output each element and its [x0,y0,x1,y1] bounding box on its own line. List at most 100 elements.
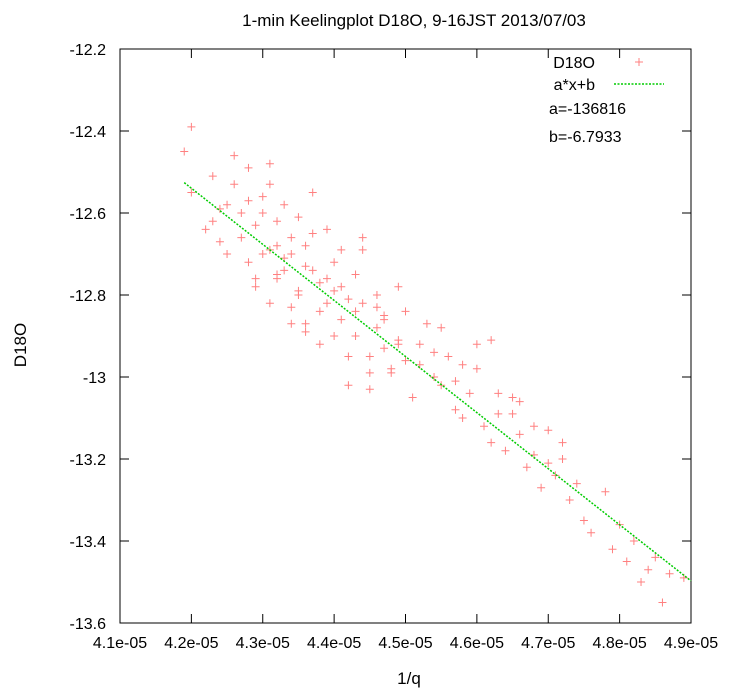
legend-label-d18o: D18O [553,55,595,72]
data-point [494,389,503,398]
data-point [544,426,553,435]
data-point [651,553,660,562]
y-tick-label: -12.8 [70,288,107,305]
data-point [287,303,296,312]
data-point [308,266,317,275]
data-point [487,336,496,345]
data-point [365,352,374,361]
data-point [358,299,367,308]
data-point [251,282,260,291]
data-point [215,237,224,246]
data-point [258,250,267,258]
x-tick-label: 4.9e-05 [664,635,718,652]
data-point [244,196,253,205]
data-point [629,537,638,545]
data-point [558,438,567,447]
data-point [258,209,267,217]
data-point [294,213,303,222]
data-point [430,348,439,357]
data-point [330,258,339,267]
data-point [665,569,674,578]
data-point [265,180,274,189]
data-point [465,389,474,398]
data-point [273,241,282,250]
data-point [451,377,460,386]
y-axis-label: D18O [11,323,30,367]
data-point [330,332,339,340]
fit-line-group [183,182,692,582]
data-point [251,221,260,230]
data-point [372,323,381,332]
data-point [365,385,374,394]
data-point [337,315,346,324]
y-tick-label: -13 [83,370,106,387]
legend-marker-plus [635,58,643,66]
data-point [451,405,460,414]
data-point [380,344,389,353]
data-point [544,459,553,468]
data-point [515,397,524,406]
data-point [301,241,310,250]
data-point [330,286,339,295]
data-point [394,282,403,291]
data-point [622,557,631,566]
data-point [458,360,467,369]
data-point [301,262,310,271]
x-tick-label: 4.3e-05 [236,635,290,652]
data-point [237,233,246,242]
data-point [401,356,410,365]
data-point [322,299,331,308]
data-point [608,545,617,554]
data-point [572,479,581,488]
data-point [223,250,232,258]
fit-line [183,182,692,582]
data-point [230,180,239,189]
data-point [187,122,196,131]
data-point [351,332,360,340]
data-point [472,340,481,349]
annotation-intercept: b=-6.7933 [549,129,622,146]
data-point [387,368,396,377]
data-point [637,578,646,586]
data-point [322,225,331,234]
data-point [430,373,439,381]
data-point [558,455,567,463]
data-point [280,200,289,209]
x-axis-ticks: 4.1e-05 4.2e-05 4.3e-05 4.4e-05 4.5e-05 4.6e-… [93,49,718,652]
y-tick-label: -12.2 [70,42,107,59]
data-point [265,299,274,308]
data-point [244,258,253,267]
data-point [515,430,524,439]
data-point [294,291,303,299]
x-tick-label: 4.7e-05 [521,635,575,652]
data-point [315,340,324,349]
data-point [273,274,282,283]
data-point [315,278,324,287]
data-point [358,245,367,254]
data-point [287,319,296,328]
y-tick-label: -13.2 [70,452,107,469]
data-point [308,229,317,238]
annotation-slope: a=-136816 [549,101,626,118]
data-point [537,483,546,492]
data-point [287,233,296,242]
y-tick-label: -13.6 [70,616,107,633]
data-point [494,409,503,418]
scatter-points-d18o [180,122,688,607]
data-point [422,319,431,328]
data-point [301,327,310,336]
x-axis-label: 1/q [397,669,421,688]
data-point [223,200,232,209]
data-point [201,225,210,234]
data-point [565,496,574,504]
data-point [244,163,253,172]
data-point [522,463,531,472]
data-point [280,266,289,275]
legend-label-fit: a*x+b [554,77,595,94]
data-point [265,159,274,168]
data-point [480,422,489,431]
data-point [337,245,346,254]
data-point [658,598,667,607]
data-point [394,340,403,349]
